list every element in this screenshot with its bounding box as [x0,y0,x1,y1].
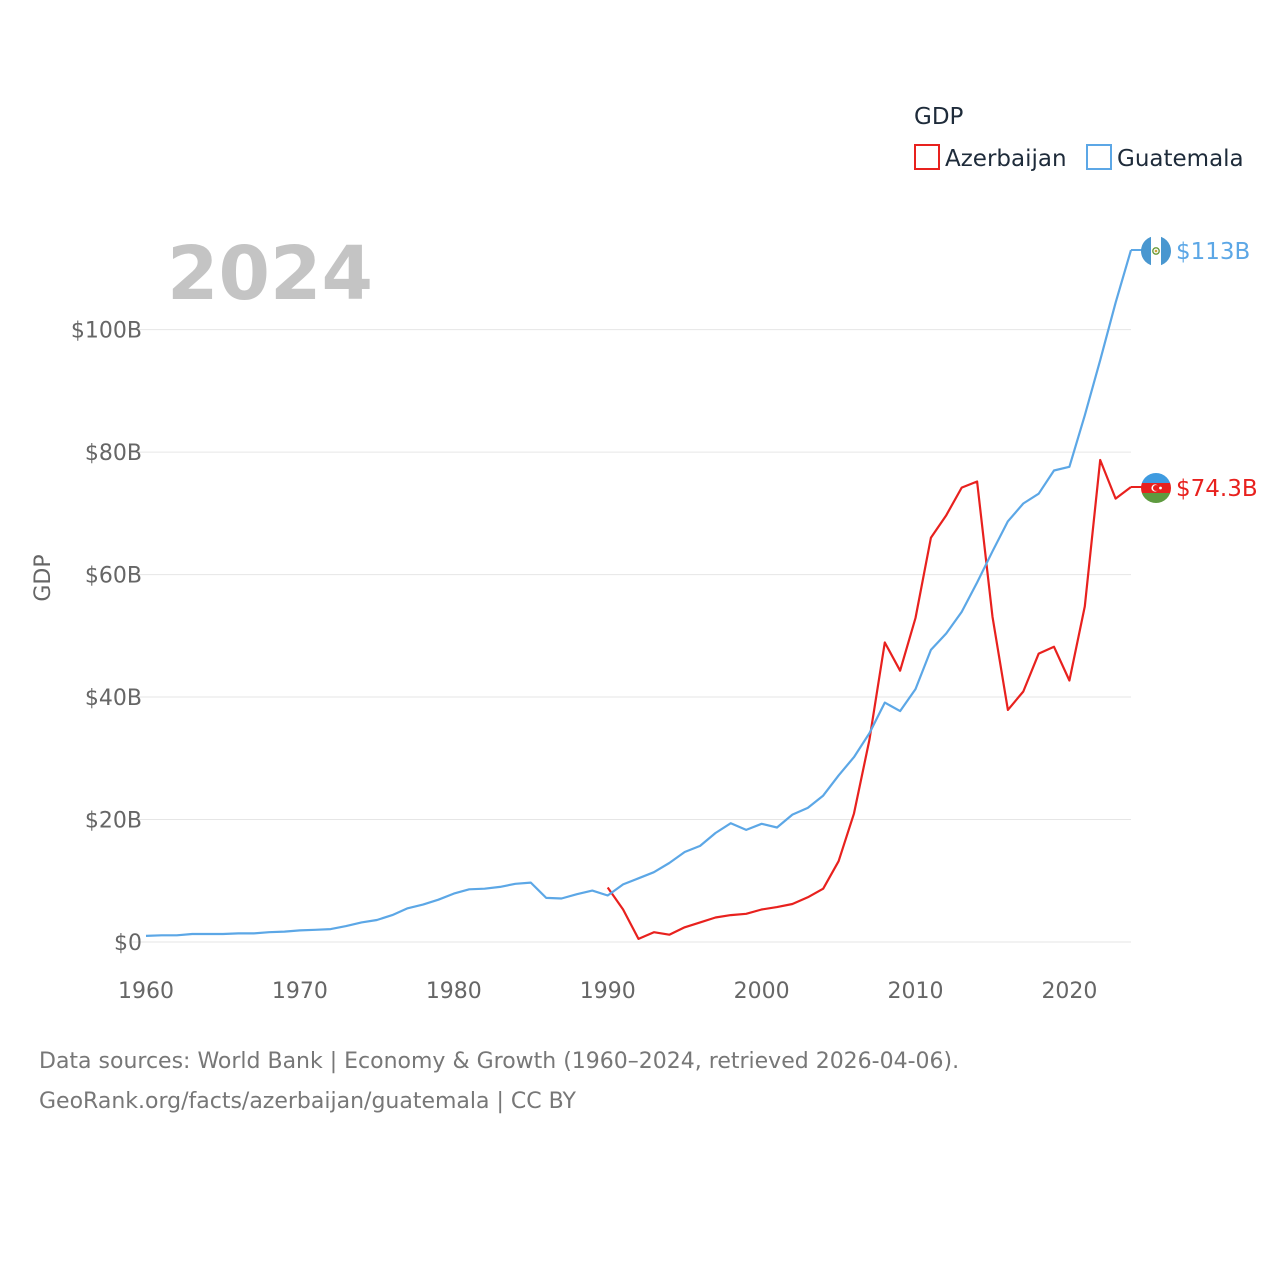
source-link[interactable]: GeoRank.org/facts/azerbaijan/guatemala |… [39,1089,576,1114]
y-tick-label: $60B [85,564,142,589]
series-line-guatemala [145,249,1133,937]
year-label: 2024 [167,231,373,317]
y-tick-label: $0 [114,931,142,956]
end-value-label-guatemala: $113B [1176,239,1250,265]
legend-label-azerbaijan: Azerbaijan [945,146,1067,172]
y-axis-title: GDP [31,554,56,601]
series-lines [145,249,1133,941]
gridlines [132,329,1131,943]
y-tick-label: $20B [85,809,142,834]
gdp-line-chart: $0 $20B $40B $60B $80B $100B 1960 1970 1980 1990… [31,104,1258,1004]
data-sources-text: Data sources: World Bank | Economy & Gro… [39,1049,960,1074]
legend-swatch-guatemala [1086,144,1112,170]
x-tick-label: 2020 [1041,979,1097,1004]
series-line-azerbaijan [606,458,1132,941]
x-tick-label: 1970 [272,979,328,1004]
y-axis-ticks: $0 $20B $40B $60B $80B $100B [71,319,142,956]
end-value-label-azerbaijan: $74.3B [1176,476,1258,502]
x-axis-ticks: 1960 1970 1980 1990 2000 2010 2020 [118,979,1097,1004]
x-tick-label: 1980 [426,979,482,1004]
footer: Data sources: World Bank | Economy & Gro… [39,1042,1259,1122]
guatemala-flag-icon [1141,236,1171,266]
legend-swatch-azerbaijan [914,144,940,170]
legend[interactable]: GDP Azerbaijan Guatemala [914,104,1244,172]
x-tick-label: 2000 [734,979,790,1004]
x-tick-label: 1960 [118,979,174,1004]
x-tick-label: 2010 [888,979,944,1004]
y-tick-label: $80B [85,441,142,466]
legend-item-azerbaijan[interactable]: Azerbaijan [914,144,1067,172]
x-tick-label: 1990 [580,979,636,1004]
series-end-labels: $74.3B $113B [1131,236,1258,503]
legend-label-guatemala: Guatemala [1117,146,1244,172]
y-tick-label: $40B [85,686,142,711]
legend-item-guatemala[interactable]: Guatemala [1086,144,1244,172]
azerbaijan-flag-icon [1141,472,1171,503]
legend-title: GDP [914,104,964,130]
y-tick-label: $100B [71,319,142,344]
